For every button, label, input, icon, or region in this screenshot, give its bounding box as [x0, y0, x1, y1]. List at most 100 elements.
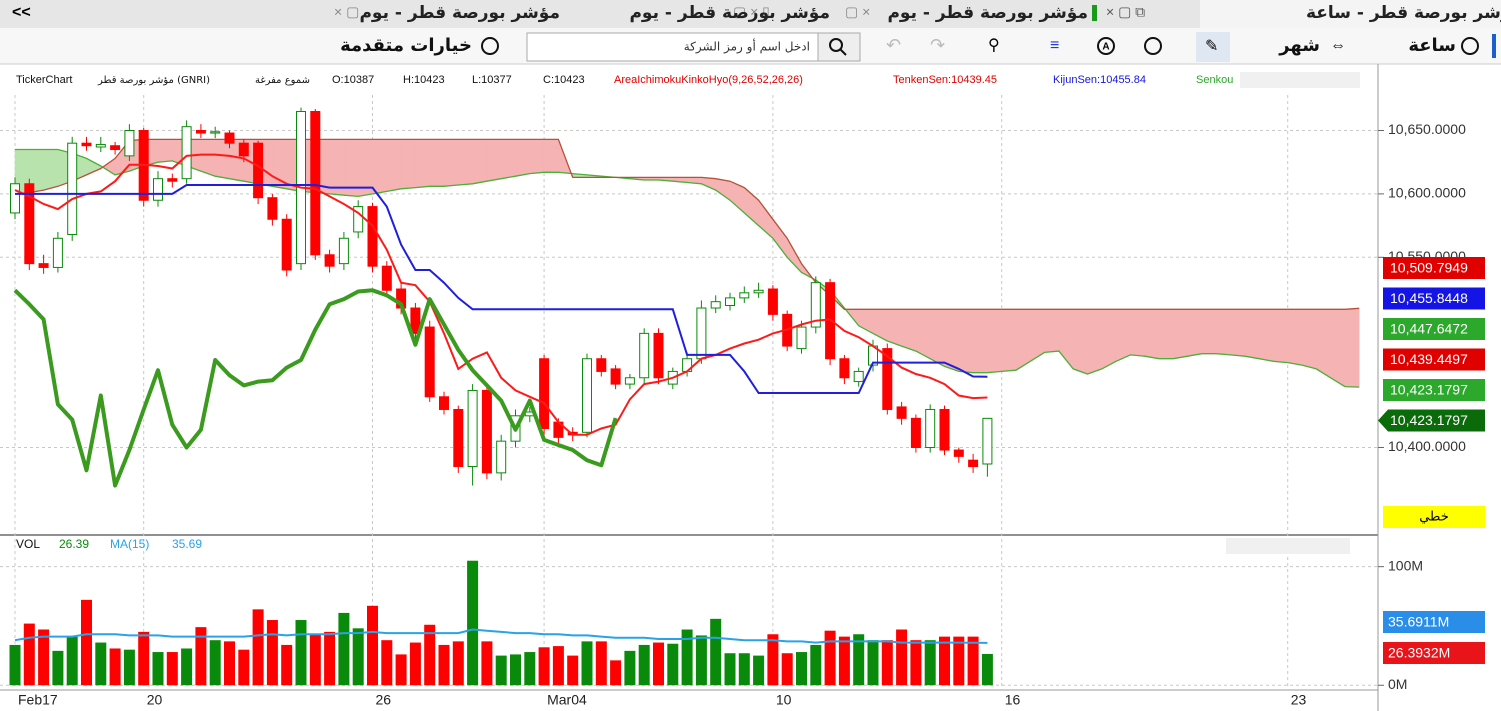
period-icon[interactable]: ⇔ [1330, 37, 1346, 54]
settings-icon[interactable] [481, 37, 499, 55]
clock-icon[interactable] [1461, 37, 1479, 55]
cloud [1287, 309, 1303, 366]
tab[interactable]: مؤشر بورصة قطر - يوم [359, 3, 560, 23]
candle-body [539, 358, 550, 429]
x-tick-label: Mar04 [547, 692, 587, 708]
volume-bar [767, 634, 779, 686]
candle-body [439, 396, 449, 410]
cloud [1187, 309, 1203, 357]
cloud [1158, 309, 1174, 359]
candle-body [796, 326, 807, 350]
volume-bar [638, 644, 650, 686]
price-badge-label: 10,439.4497 [1390, 351, 1468, 367]
tab[interactable]: مؤشر بورصة قطر - يوم [887, 3, 1088, 23]
tab-marker [1092, 5, 1097, 21]
tab[interactable]: مؤشر بورصة قطر - ساعة [1306, 3, 1501, 23]
volume-bar [467, 560, 479, 686]
candle-body [639, 332, 650, 379]
tab-close[interactable]: ▢ × ▯ [733, 4, 770, 20]
cloud [786, 237, 802, 274]
search-button[interactable] [817, 32, 861, 62]
cloud [1101, 309, 1117, 370]
volume-ma-line [14, 628, 988, 644]
alert-icon[interactable] [1097, 37, 1115, 55]
candle-body [253, 142, 264, 199]
volume-bar [181, 648, 193, 686]
active-tab[interactable] [1200, 0, 1501, 28]
candle-body [925, 408, 936, 449]
lines-icon[interactable]: ≡ [1050, 37, 1059, 54]
candle-body [167, 178, 178, 182]
volume-bar [981, 653, 993, 686]
volume-bar [838, 636, 850, 686]
cloud [1201, 309, 1217, 354]
volume-bar [166, 652, 178, 686]
brand: TickerChart [16, 74, 72, 86]
collapse-button[interactable]: << [12, 4, 31, 21]
candle-body [896, 406, 907, 419]
last-price-badge [1378, 409, 1485, 432]
volume-value: 26.39 [59, 537, 89, 551]
tab-close[interactable]: ▢ × [845, 4, 870, 20]
cloud [415, 139, 430, 188]
pane-controls[interactable] [1240, 72, 1360, 88]
volume-bar [138, 631, 150, 686]
volume-bar [81, 599, 92, 686]
ohlc-high: H:10423 [403, 74, 445, 86]
candle-body [968, 459, 979, 468]
volume-bar [452, 641, 464, 686]
search-box[interactable] [526, 32, 861, 62]
cloud [386, 139, 402, 192]
compare-icon[interactable]: ⚲ [988, 37, 1000, 54]
x-tick-label: 16 [1005, 692, 1021, 708]
volume-bar [52, 650, 64, 686]
volume-bar [610, 660, 622, 686]
tab-close[interactable]: × ▢ [334, 4, 359, 20]
cloud [1301, 309, 1317, 370]
cloud [772, 218, 788, 259]
tab-close[interactable]: × ▢ ⧉ [1106, 4, 1145, 20]
cloud [1215, 309, 1231, 356]
pane-controls[interactable] [1226, 538, 1350, 554]
volume-bar [781, 653, 793, 686]
draw-icon[interactable]: ✎ [1205, 38, 1218, 55]
candle-body [210, 131, 221, 134]
alert-letter: A [1102, 42, 1109, 53]
drawing-tool[interactable] [1196, 32, 1230, 62]
scale-button[interactable] [1383, 506, 1485, 528]
candle-body [224, 132, 235, 144]
candle-body [410, 307, 421, 334]
tab[interactable]: مؤشر بورصة قطر - يوم [629, 3, 830, 23]
volume-bar [9, 644, 21, 686]
volume-label: VOL [16, 537, 40, 551]
volume-badge [1383, 642, 1485, 664]
volume-bar [224, 641, 235, 686]
volume-bar [881, 640, 893, 686]
price-badge [1383, 348, 1485, 371]
search-placeholder[interactable]: ادخل اسم أو رمز الشركة [684, 39, 810, 55]
cloud [272, 139, 287, 190]
scale-button-label[interactable]: خطي [1419, 510, 1449, 525]
cloud [701, 177, 716, 191]
volume-bar [695, 635, 707, 686]
candle-body [839, 358, 850, 379]
advanced-options[interactable]: خيارات متقدمة [340, 35, 472, 56]
symbol: مؤشر بورصة قطر (GNRI) [97, 75, 210, 86]
volume-bar [324, 631, 336, 686]
undo-icon[interactable]: ↶ [886, 35, 901, 55]
cloud [1273, 309, 1288, 363]
cloud [543, 139, 559, 173]
candle-body [310, 110, 321, 256]
senkou-a-line [15, 148, 1360, 388]
volume-badge [1383, 611, 1485, 633]
volume-bar [481, 641, 493, 686]
volume-bar [724, 653, 736, 686]
tenkan-line [14, 153, 988, 436]
period-button[interactable]: شهر [1278, 35, 1320, 56]
volume-bar [853, 634, 865, 686]
indicator-icon[interactable] [1144, 37, 1162, 55]
redo-icon[interactable]: ↷ [930, 35, 945, 55]
volume-bar [552, 646, 564, 686]
cloud [214, 139, 230, 179]
interval-button[interactable]: ساعة [1408, 35, 1456, 56]
